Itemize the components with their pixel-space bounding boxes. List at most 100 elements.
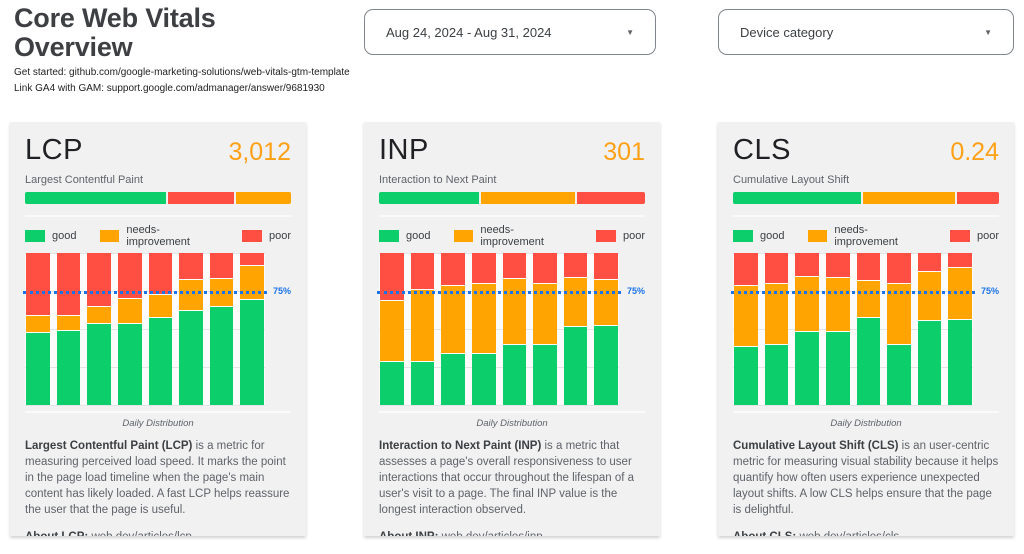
stacked-bar — [563, 253, 588, 405]
daily-distribution-chart: 75% — [731, 253, 999, 406]
legend-label: needs-improvement — [480, 224, 544, 248]
description-bold: Interaction to Next Paint (INP) — [379, 440, 542, 452]
summary-segment-good — [733, 192, 862, 204]
stacked-bar — [887, 253, 911, 405]
legend-item-needs_improvement: needs-improvement — [454, 224, 571, 248]
bars — [26, 253, 264, 406]
stacked-bar — [856, 253, 881, 405]
bar-segment-poor — [441, 253, 465, 285]
chevron-down-icon: ▼ — [984, 27, 992, 37]
metric-header: CLS 0.24 — [733, 122, 999, 167]
bar-segment-good — [825, 330, 850, 405]
date-range-picker[interactable]: Aug 24, 2024 - Aug 31, 2024 ▼ — [364, 9, 656, 55]
chart-axis-title: Daily Distribution — [25, 411, 291, 429]
stacked-bar — [471, 253, 496, 405]
gridline — [379, 367, 619, 368]
stacked-bar — [502, 253, 527, 405]
metric-value: 3,012 — [228, 138, 291, 166]
stacked-bar — [825, 253, 850, 405]
description-bold: Cumulative Layout Shift (CLS) — [733, 440, 899, 452]
chevron-down-icon: ▼ — [626, 27, 634, 37]
bar-segment-good — [887, 344, 911, 405]
card-lcp: LCP 3,012 Largest Contentful Paint good need… — [10, 122, 306, 536]
legend-swatch-good — [733, 230, 753, 242]
legend-swatch-needs_improvement — [100, 230, 120, 242]
daily-distribution-chart: 75% — [23, 253, 291, 406]
metric-description: Interaction to Next Paint (INP) is a met… — [379, 438, 645, 518]
bar-segment-good — [764, 344, 789, 405]
divider — [25, 215, 291, 217]
gridline — [379, 405, 619, 406]
metric-name: CLS — [733, 134, 791, 166]
gridline — [25, 405, 265, 406]
bar-segment-good — [441, 353, 465, 405]
stacked-bar — [240, 253, 264, 405]
bar-segment-needs_improvement — [764, 283, 789, 344]
bar-segment-needs_improvement — [240, 265, 264, 299]
stacked-bar — [26, 253, 50, 405]
gridline — [379, 253, 619, 254]
metric-value: 0.24 — [950, 138, 999, 166]
summary-segment-poor — [576, 192, 645, 204]
summary-segment-needs_improvement — [863, 192, 956, 204]
description-bold: Largest Contentful Paint (LCP) — [25, 440, 193, 452]
bar-segment-needs_improvement — [56, 314, 81, 331]
summary-distribution-bar — [733, 192, 999, 204]
legend: good needs-improvement poor — [733, 224, 999, 248]
gridline — [733, 253, 973, 254]
stacked-bar — [56, 253, 81, 405]
card-cls: CLS 0.24 Cumulative Layout Shift good needs-… — [718, 122, 1014, 536]
threshold-line — [377, 291, 621, 294]
about-link[interactable]: web.dev/articles/cls — [799, 531, 899, 536]
bar-segment-good — [917, 320, 942, 405]
bar-segment-needs_improvement — [795, 275, 819, 331]
card-inp: INP 301 Interaction to Next Paint good needs… — [364, 122, 660, 536]
bar-segment-good — [563, 326, 588, 405]
stacked-bar — [87, 253, 111, 405]
daily-distribution-chart: 75% — [377, 253, 645, 406]
stacked-bar — [410, 253, 435, 405]
bar-segment-needs_improvement — [563, 277, 588, 326]
about-link[interactable]: web.dev/articles/inp — [442, 531, 543, 536]
metric-header: LCP 3,012 — [25, 122, 291, 167]
bar-segment-poor — [56, 253, 81, 315]
summary-distribution-bar — [25, 192, 291, 204]
metric-name: INP — [379, 134, 429, 166]
bar-segment-poor — [240, 253, 264, 265]
about-link[interactable]: web.dev/articles/lcp — [91, 531, 191, 536]
bar-segment-needs_improvement — [917, 271, 942, 320]
stacked-bar — [734, 253, 758, 406]
legend-item-good: good — [379, 230, 430, 242]
bar-segment-good — [26, 332, 50, 405]
bar-segment-good — [209, 306, 234, 405]
stacked-bar — [917, 253, 942, 405]
bar-segment-good — [471, 353, 496, 405]
bar-segment-good — [948, 318, 972, 405]
device-category-filter[interactable]: Device category ▼ — [718, 9, 1014, 55]
bar-segment-poor — [764, 253, 789, 283]
legend-item-good: good — [733, 230, 784, 242]
bar-segment-needs_improvement — [856, 280, 881, 317]
page-title: Core Web Vitals Overview — [14, 3, 216, 62]
bar-segment-poor — [734, 253, 758, 285]
stacked-bar — [148, 253, 173, 405]
about-label: About CLS: — [733, 531, 796, 536]
legend-swatch-good — [379, 230, 399, 242]
legend-item-poor: poor — [241, 230, 291, 242]
metric-links: About LCP: web.dev/articles/lcpOptimize … — [25, 529, 291, 536]
link-ga4-note: Link GA4 with GAM: support.google.com/ad… — [14, 83, 325, 94]
summary-segment-needs_improvement — [480, 192, 575, 204]
metric-description: Cumulative Layout Shift (CLS) is an user… — [733, 438, 999, 518]
stacked-bar — [380, 253, 404, 405]
legend-swatch-poor — [949, 230, 970, 242]
bar-segment-needs_improvement — [734, 284, 758, 346]
plot-area — [23, 253, 267, 406]
legend-swatch-good — [25, 230, 45, 242]
threshold-label: 75% — [272, 286, 291, 296]
legend: good needs-improvement poor — [25, 224, 291, 248]
legend-item-good: good — [25, 230, 76, 242]
legend-label: good — [52, 230, 77, 242]
legend-label: poor — [976, 230, 999, 242]
gridline — [379, 329, 619, 330]
bar-segment-poor — [117, 253, 142, 298]
